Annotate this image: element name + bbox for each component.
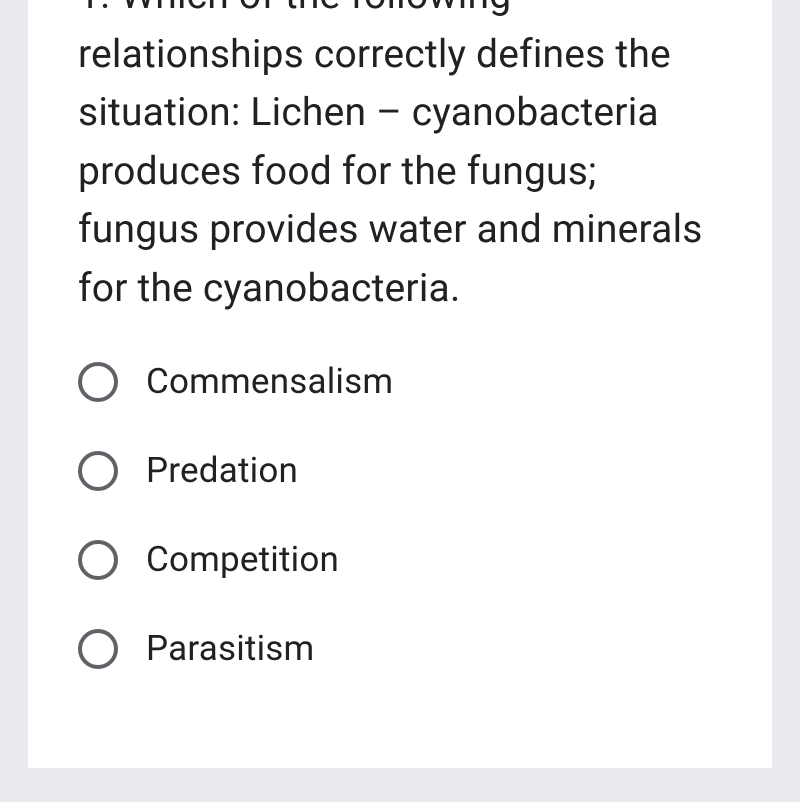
radio-icon <box>78 362 118 402</box>
option-commensalism[interactable]: Commensalism <box>78 361 722 402</box>
option-label: Competition <box>146 539 339 580</box>
option-predation[interactable]: Predation <box>78 450 722 491</box>
option-label: Parasitism <box>146 628 314 669</box>
option-label: Predation <box>146 450 298 491</box>
question-card: 1. Which of the following relationships … <box>28 0 772 768</box>
radio-icon <box>78 540 118 580</box>
radio-icon <box>78 451 118 491</box>
option-label: Commensalism <box>146 361 393 402</box>
options-group: Commensalism Predation Competition Paras… <box>78 361 722 669</box>
option-competition[interactable]: Competition <box>78 539 722 580</box>
radio-icon <box>78 629 118 669</box>
option-parasitism[interactable]: Parasitism <box>78 628 722 669</box>
question-text: 1. Which of the following relationships … <box>78 0 722 361</box>
